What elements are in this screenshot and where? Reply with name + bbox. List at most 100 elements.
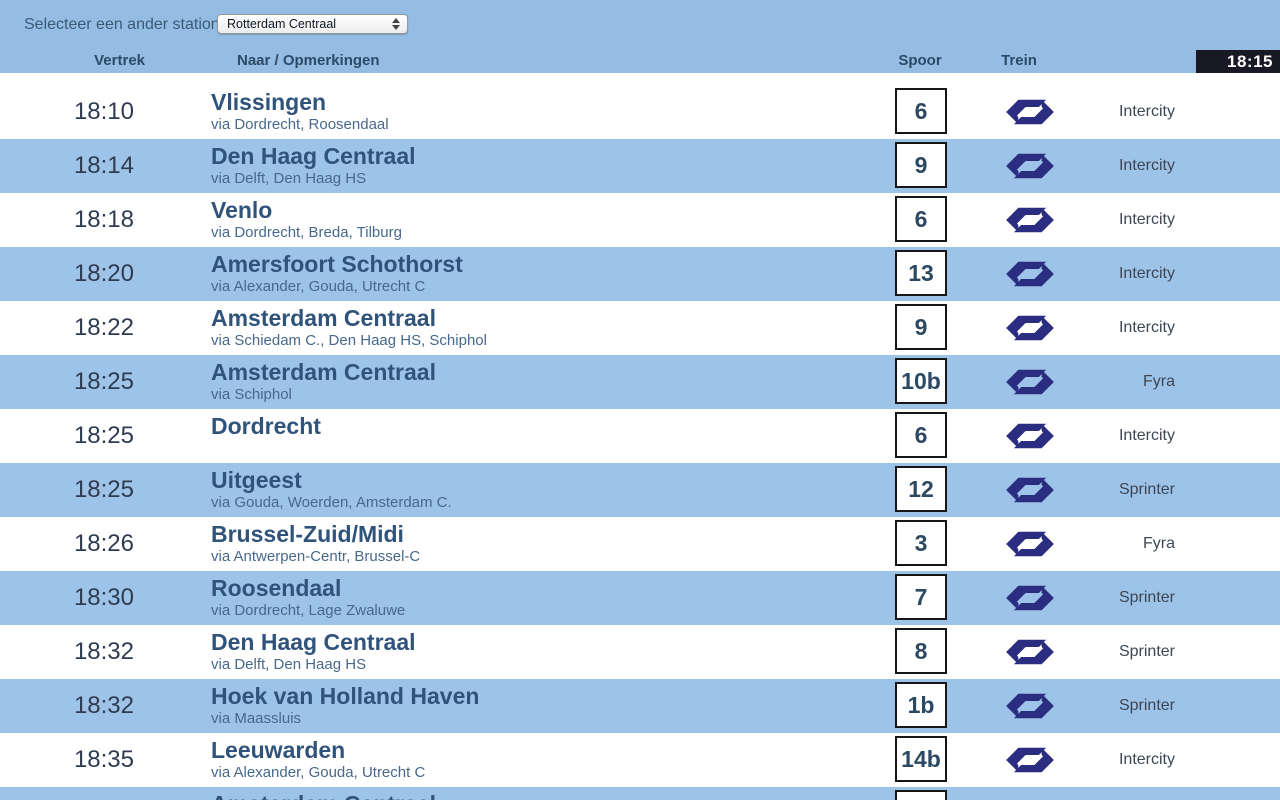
column-headers: Vertrek Naar / Opmerkingen Spoor Trein 1… xyxy=(0,48,1280,73)
departure-destination-cell: Amsterdam Centraal xyxy=(211,790,436,800)
platform-number: 14b xyxy=(895,736,947,782)
via-stations: via Schiedam C., Den Haag HS, Schiphol xyxy=(211,332,487,349)
station-select-value: Rotterdam Centraal xyxy=(227,17,337,31)
platform-number: 8 xyxy=(895,628,947,674)
departure-row: 18:14 Den Haag Centraal via Delft, Den H… xyxy=(0,139,1280,193)
destination-name: Den Haag Centraal xyxy=(211,143,416,169)
platform-number: 9 xyxy=(895,304,947,350)
station-select[interactable]: Rotterdam Centraal xyxy=(217,14,408,34)
departure-time: 18:32 xyxy=(73,638,134,665)
departure-destination-cell: Den Haag Centraal via Delft, Den Haag HS xyxy=(211,142,416,188)
arrow-down-icon xyxy=(392,25,400,30)
departure-time: 18:20 xyxy=(73,260,134,287)
train-type: Intercity xyxy=(1118,427,1175,444)
departure-row: 18:35 Leeuwarden via Alexander, Gouda, U… xyxy=(0,733,1280,787)
destination-name: Brussel-Zuid/Midi xyxy=(211,521,404,547)
platform-number: 9 xyxy=(895,142,947,188)
train-type: Sprinter xyxy=(1118,481,1175,498)
ns-logo-icon xyxy=(1005,313,1055,343)
platform-number: 10b xyxy=(895,358,947,404)
platform-number: 12 xyxy=(895,466,947,512)
destination-name: Den Haag Centraal xyxy=(211,629,416,655)
train-type: Sprinter xyxy=(1118,697,1175,714)
ns-logo-icon xyxy=(1005,745,1055,775)
via-stations: via Schiphol xyxy=(211,386,292,403)
departure-destination-cell: Leeuwarden via Alexander, Gouda, Utrecht… xyxy=(211,736,425,782)
departure-time: 18:30 xyxy=(73,584,134,611)
via-stations: via Dordrecht, Lage Zwaluwe xyxy=(211,602,406,619)
via-stations: via Maassluis xyxy=(211,710,302,727)
platform-number: 1b xyxy=(895,682,947,728)
via-stations: via Delft, Den Haag HS xyxy=(211,170,367,187)
column-header-trein: Trein xyxy=(1001,52,1037,69)
destination-name: Vlissingen xyxy=(211,89,327,115)
departure-time: 18:22 xyxy=(73,314,134,341)
column-header-spoor: Spoor xyxy=(898,52,942,69)
column-header-naar: Naar / Opmerkingen xyxy=(237,52,380,69)
destination-name: Roosendaal xyxy=(211,575,342,601)
train-type: Intercity xyxy=(1118,211,1175,228)
departure-row: 18:22 Amsterdam Centraal via Schiedam C.… xyxy=(0,301,1280,355)
ns-logo-icon xyxy=(1005,691,1055,721)
via-stations: via Delft, Den Haag HS xyxy=(211,656,367,673)
departure-row: 18:32 Hoek van Holland Haven via Maasslu… xyxy=(0,679,1280,733)
departure-time: 18:14 xyxy=(73,152,134,179)
departure-row: 18:20 Amersfoort Schothorst via Alexande… xyxy=(0,247,1280,301)
departure-row: 18:30 Roosendaal via Dordrecht, Lage Zwa… xyxy=(0,571,1280,625)
ns-logo-icon xyxy=(1005,97,1055,127)
ns-logo-icon xyxy=(1005,205,1055,235)
platform-number: 13 xyxy=(895,250,947,296)
train-type: Intercity xyxy=(1118,751,1175,768)
departures-list: 18:10 Vlissingen via Dordrecht, Roosenda… xyxy=(0,73,1280,800)
departure-destination-cell: Amersfoort Schothorst via Alexander, Gou… xyxy=(211,250,463,296)
departure-destination-cell: Venlo via Dordrecht, Breda, Tilburg xyxy=(211,196,402,242)
via-stations: via Alexander, Gouda, Utrecht C xyxy=(211,278,426,295)
destination-name: Amsterdam Centraal xyxy=(211,305,436,331)
departure-time: 18:18 xyxy=(73,206,134,233)
departure-destination-cell: Vlissingen via Dordrecht, Roosendaal xyxy=(211,88,389,134)
via-stations: via Antwerpen-Centr, Brussel-C xyxy=(211,548,421,565)
departure-time: 18:26 xyxy=(73,530,134,557)
departure-time: 18:25 xyxy=(73,476,134,503)
departure-row: Amsterdam Centraal xyxy=(0,787,1280,800)
board-header: Selecteer een ander station Rotterdam Ce… xyxy=(0,0,1280,73)
platform-number xyxy=(895,790,947,800)
ns-logo-icon xyxy=(1005,475,1055,505)
ns-logo-icon xyxy=(1005,259,1055,289)
departure-row: 18:25 Amsterdam Centraal via Schiphol 10… xyxy=(0,355,1280,409)
departure-destination-cell: Hoek van Holland Haven via Maassluis xyxy=(211,682,479,728)
train-type: Fyra xyxy=(1143,373,1175,390)
departure-destination-cell: Uitgeest via Gouda, Woerden, Amsterdam C… xyxy=(211,466,452,512)
departure-row: 18:25 Dordrecht 6 Intercity xyxy=(0,409,1280,463)
destination-name: Amersfoort Schothorst xyxy=(211,251,463,277)
via-stations: via Dordrecht, Breda, Tilburg xyxy=(211,224,402,241)
departure-destination-cell: Den Haag Centraal via Delft, Den Haag HS xyxy=(211,628,416,674)
train-type: Intercity xyxy=(1118,319,1175,336)
departure-destination-cell: Roosendaal via Dordrecht, Lage Zwaluwe xyxy=(211,574,405,620)
departure-row: 18:10 Vlissingen via Dordrecht, Roosenda… xyxy=(0,85,1280,139)
departure-row: 18:26 Brussel-Zuid/Midi via Antwerpen-Ce… xyxy=(0,517,1280,571)
ns-logo-icon xyxy=(1005,367,1055,397)
station-select-label: Selecteer een ander station xyxy=(24,16,220,33)
destination-name: Dordrecht xyxy=(211,413,321,439)
platform-number: 6 xyxy=(895,88,947,134)
ns-logo-icon xyxy=(1005,421,1055,451)
destination-name: Venlo xyxy=(211,197,273,223)
departure-destination-cell: Dordrecht xyxy=(211,412,321,440)
current-time-clock: 18:15 xyxy=(1196,50,1280,73)
destination-name: Amsterdam Centraal xyxy=(211,790,436,800)
arrow-up-icon xyxy=(392,18,400,23)
platform-number: 6 xyxy=(895,412,947,458)
departure-time: 18:25 xyxy=(73,368,134,395)
station-selector-bar: Selecteer een ander station Rotterdam Ce… xyxy=(0,0,1280,48)
train-type: Sprinter xyxy=(1118,589,1175,606)
destination-name: Leeuwarden xyxy=(211,737,346,763)
select-stepper-icon xyxy=(392,18,400,30)
departure-destination-cell: Amsterdam Centraal via Schiphol xyxy=(211,358,436,404)
ns-logo-icon xyxy=(1005,637,1055,667)
train-type: Sprinter xyxy=(1118,643,1175,660)
train-type: Intercity xyxy=(1118,157,1175,174)
departure-time xyxy=(0,787,134,800)
destination-name: Uitgeest xyxy=(211,467,302,493)
train-type: Intercity xyxy=(1118,265,1175,282)
